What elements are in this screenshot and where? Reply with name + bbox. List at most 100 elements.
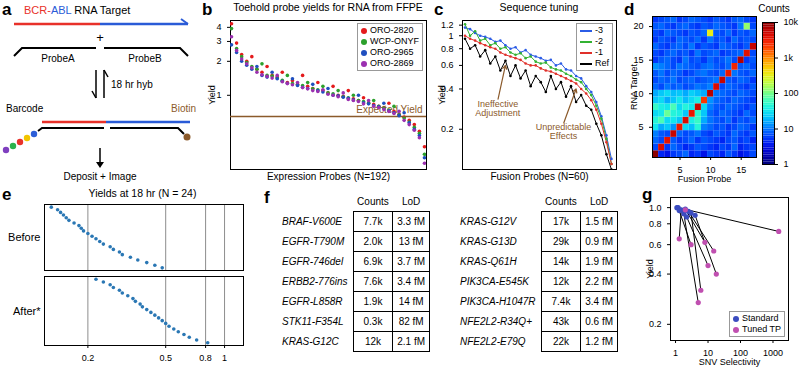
svg-text:1k: 1k <box>784 53 794 63</box>
html-text:43k: 43k <box>552 316 569 327</box>
html-text:6.9k: 6.9k <box>363 256 383 267</box>
svg-text:0.2: 0.2 <box>649 319 662 329</box>
svg-text:1.2: 1.2 <box>441 20 454 30</box>
html-text:2.2 fM: 2.2 fM <box>585 276 614 287</box>
svg-text:100: 100 <box>784 88 799 98</box>
html-text:14k: 14k <box>552 256 569 267</box>
svg-text:0.2: 0.2 <box>82 353 95 363</box>
svg-text:1: 1 <box>448 31 453 41</box>
html-text:14 fM: 14 fM <box>398 296 424 307</box>
svg-text:10k: 10k <box>784 17 799 27</box>
html-text:Counts: Counts <box>357 196 389 207</box>
svg-text:0.8: 0.8 <box>441 44 454 54</box>
svg-text:After*: After* <box>13 305 41 317</box>
html-text:NFE2L2-R34Q+: NFE2L2-R34Q+ <box>460 316 532 327</box>
html-text:0.6 fM: 0.6 fM <box>585 316 614 327</box>
svg-text:1000: 1000 <box>763 348 783 358</box>
svg-text:0.2: 0.2 <box>441 124 454 134</box>
html-text:ERBB2-776ins: ERBB2-776ins <box>282 276 348 287</box>
svg-text:Fusion Probe: Fusion Probe <box>678 174 732 184</box>
svg-text:0.6: 0.6 <box>649 240 662 250</box>
html-text:7.6k: 7.6k <box>363 276 383 287</box>
html-text:2.1 fM: 2.1 fM <box>397 336 426 347</box>
svg-text:+: + <box>96 30 104 45</box>
html-text:Counts: Counts <box>758 3 790 14</box>
html-text:7.4k: 7.4k <box>551 296 571 307</box>
html-text:STK11-F354L: STK11-F354L <box>282 316 344 327</box>
svg-text:4: 4 <box>216 22 221 32</box>
svg-text:3: 3 <box>216 36 221 46</box>
svg-text:1: 1 <box>784 159 789 169</box>
html-text:0.3k: 0.3k <box>363 316 383 327</box>
svg-text:Yield: Yield <box>207 85 217 105</box>
svg-text:ProbeA: ProbeA <box>41 53 75 64</box>
svg-text:0.6: 0.6 <box>441 60 454 70</box>
svg-text:1: 1 <box>673 348 678 358</box>
svg-text:Deposit + Image: Deposit + Image <box>63 171 137 182</box>
svg-text:1.0: 1.0 <box>649 203 662 213</box>
html-text:12k: 12k <box>364 336 381 347</box>
svg-text:Fusion Probes (N=60): Fusion Probes (N=60) <box>490 171 588 182</box>
svg-text:15: 15 <box>633 55 643 65</box>
html-text:LoD: LoD <box>402 196 421 207</box>
html-text:3.7 fM: 3.7 fM <box>397 256 426 267</box>
html-text:KRAS-Q61H: KRAS-Q61H <box>460 256 517 267</box>
svg-text:Yield: Yield <box>437 85 447 105</box>
html-text:LoD: LoD <box>590 196 609 207</box>
svg-text:Before: Before <box>8 231 40 243</box>
svg-text:0.8: 0.8 <box>649 219 662 229</box>
html-text:PIK3CA-E545K: PIK3CA-E545K <box>460 276 529 287</box>
html-text:2.0k: 2.0k <box>363 236 383 247</box>
svg-text:RNA Target: RNA Target <box>629 64 639 110</box>
svg-text:5: 5 <box>638 122 643 132</box>
html-text:3.4 fM: 3.4 fM <box>585 296 614 307</box>
html-text:13 fM: 13 fM <box>398 236 424 247</box>
svg-text:0.8: 0.8 <box>199 353 212 363</box>
html-text:3.3 fM: 3.3 fM <box>397 216 426 227</box>
svg-text:BCR-ABL RNA Target: BCR-ABL RNA Target <box>24 4 130 16</box>
svg-text:10: 10 <box>705 164 716 175</box>
html-text:b: b <box>202 0 213 19</box>
html-text:EGFR-746del: EGFR-746del <box>282 256 344 267</box>
html-text:7.7k: 7.7k <box>363 216 383 227</box>
svg-text:Barcode: Barcode <box>6 103 44 114</box>
svg-text:ProbeB: ProbeB <box>128 53 162 64</box>
html-text:1.9 fM: 1.9 fM <box>585 256 614 267</box>
html-text:EGFR-L858R: EGFR-L858R <box>282 296 343 307</box>
svg-text:0.4: 0.4 <box>441 83 454 94</box>
svg-text:10: 10 <box>784 124 794 134</box>
html-text:KRAS-G12C: KRAS-G12C <box>282 336 339 347</box>
svg-text:Expression Probes (N=192): Expression Probes (N=192) <box>267 171 390 182</box>
svg-text:18 hr hyb: 18 hr hyb <box>111 79 153 90</box>
html-text:KRAS-G12V: KRAS-G12V <box>460 216 517 227</box>
svg-text:Expected Yield: Expected Yield <box>356 104 422 115</box>
svg-text:2: 2 <box>216 56 221 66</box>
html-text:KRAS-G13D: KRAS-G13D <box>460 236 517 247</box>
html-text:d: d <box>624 0 635 19</box>
html-text:29k: 29k <box>552 236 569 247</box>
html-text:17k: 17k <box>552 216 569 227</box>
svg-text:15: 15 <box>736 165 746 175</box>
html-text:Toehold probe yields for RNA f: Toehold probe yields for RNA from FFPE <box>233 1 423 13</box>
html-text:1.5 fM: 1.5 fM <box>585 216 614 227</box>
svg-text:0.5: 0.5 <box>159 353 172 363</box>
html-text:BRAF-V600E: BRAF-V600E <box>282 216 342 227</box>
svg-text:20: 20 <box>633 21 643 31</box>
html-text:12k: 12k <box>552 276 569 287</box>
html-text:Yields at 18 hr (N = 24): Yields at 18 hr (N = 24) <box>88 187 197 199</box>
html-text:3.4 fM: 3.4 fM <box>397 276 426 287</box>
svg-text:1: 1 <box>222 353 227 363</box>
svg-text:Biotin: Biotin <box>171 103 196 114</box>
html-text:1.9k: 1.9k <box>363 296 383 307</box>
svg-text:UnpredictableEffects: UnpredictableEffects <box>536 122 592 141</box>
svg-text:1: 1 <box>216 90 221 100</box>
svg-text:Yield: Yield <box>645 259 655 279</box>
svg-text:IneffectiveAdjustment: IneffectiveAdjustment <box>475 99 521 118</box>
html-text:EGFR-T790M: EGFR-T790M <box>282 236 345 247</box>
html-text:0.9 fM: 0.9 fM <box>585 236 614 247</box>
html-text:PIK3CA-H1047R: PIK3CA-H1047R <box>460 296 536 307</box>
svg-text:SNV Selectivity: SNV Selectivity <box>699 357 761 367</box>
html-text:82 fM: 82 fM <box>398 316 424 327</box>
html-text:Counts: Counts <box>545 196 577 207</box>
html-text:Sequence tuning: Sequence tuning <box>499 1 579 13</box>
